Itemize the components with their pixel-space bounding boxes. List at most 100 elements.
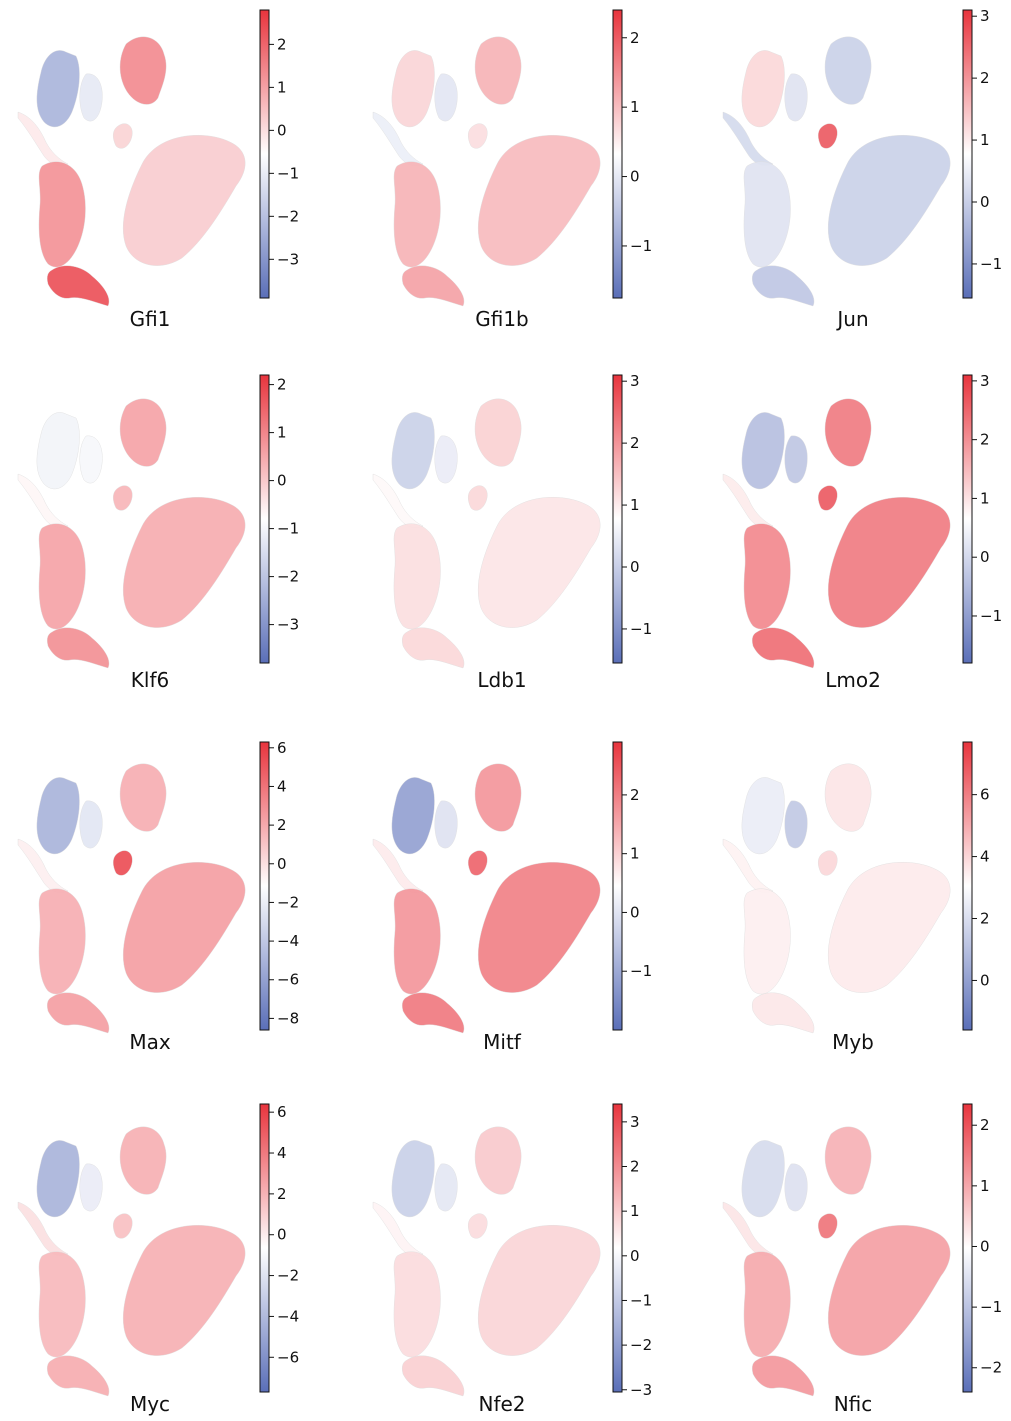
- colorbar-tick-label: −1: [630, 237, 652, 255]
- colorbar-tick-label: 2: [630, 1158, 640, 1176]
- colorbar-tick-label: 1: [630, 845, 640, 863]
- cluster-point-7: [38, 1251, 86, 1358]
- colorbar: [962, 374, 973, 664]
- colorbar-tick-label: 2: [277, 376, 287, 394]
- colorbar-tick-label: 2: [980, 431, 990, 449]
- cluster-point-4: [434, 1163, 458, 1212]
- umap-scatter: [17, 36, 246, 307]
- cluster-point-1: [741, 776, 785, 855]
- colorbar-tick-label: −1: [630, 962, 652, 980]
- panel-jun: 3 2 1 0 −1 Jun: [722, 7, 1002, 331]
- panel-myc: 6 4 2 0 −2 −4 −6 Myc: [17, 1103, 299, 1416]
- colorbar-tick-label: 3: [630, 372, 640, 390]
- umap-scatter: [722, 1126, 951, 1397]
- colorbar-tick-label: −1: [277, 520, 299, 538]
- colorbar-tick-label: 1: [630, 496, 640, 514]
- colorbar-tick-label: 2: [277, 816, 287, 834]
- colorbar: [612, 9, 623, 299]
- cluster-point-6: [122, 134, 246, 267]
- cluster-point-6: [122, 861, 246, 994]
- cluster-point-8: [751, 627, 815, 669]
- cluster-point-1: [391, 49, 435, 128]
- colorbar-tick-label: 4: [277, 777, 287, 795]
- cluster-point-5: [467, 850, 488, 876]
- colorbar-tick-label: 0: [630, 558, 640, 576]
- colorbar-tick-label: 2: [630, 786, 640, 804]
- cluster-point-5: [467, 1213, 488, 1239]
- cluster-point-7: [393, 523, 441, 630]
- cluster-point-4: [784, 435, 808, 484]
- colorbar: [962, 741, 973, 1031]
- panel-title: Myb: [832, 1030, 874, 1054]
- cluster-point-1: [36, 49, 80, 128]
- umap-scatter: [372, 763, 601, 1034]
- colorbar-tick-label: 3: [980, 7, 990, 25]
- cluster-point-1: [741, 49, 785, 128]
- cluster-point-3: [474, 398, 522, 467]
- colorbar: [259, 1103, 270, 1393]
- cluster-point-5: [817, 850, 838, 876]
- colorbar-tick-label: −8: [277, 1009, 299, 1027]
- cluster-point-5: [817, 1213, 838, 1239]
- panel-title: Gfi1: [130, 307, 171, 331]
- umap-scatter: [17, 763, 246, 1034]
- colorbar-tick-label: 0: [980, 548, 990, 566]
- panel-title: Nfe2: [478, 1392, 525, 1416]
- cluster-point-3: [119, 1126, 167, 1195]
- colorbar-tick-label: 0: [980, 193, 990, 211]
- colorbar-tick-label: −2: [277, 1267, 299, 1285]
- umap-scatter: [17, 1126, 246, 1397]
- umap-scatter: [372, 398, 601, 669]
- cluster-point-8: [401, 627, 465, 669]
- cluster-point-8: [401, 992, 465, 1034]
- colorbar-tick-label: 4: [277, 1144, 287, 1162]
- cluster-point-4: [784, 800, 808, 849]
- colorbar-tick-label: 0: [277, 121, 287, 139]
- panel-lmo2: 3 2 1 0 −1 Lmo2: [722, 372, 1002, 692]
- cluster-point-6: [827, 134, 951, 267]
- panel-title: Max: [129, 1030, 171, 1054]
- umap-scatter: [372, 36, 601, 307]
- cluster-point-7: [38, 523, 86, 630]
- cluster-point-4: [79, 73, 103, 122]
- cluster-point-8: [401, 1355, 465, 1397]
- colorbar-tick-label: 2: [980, 69, 990, 87]
- cluster-point-6: [827, 861, 951, 994]
- cluster-point-1: [391, 776, 435, 855]
- cluster-point-3: [119, 763, 167, 832]
- cluster-point-4: [784, 1163, 808, 1212]
- colorbar-tick-label: 3: [980, 372, 990, 390]
- panel-gfi1: 2 1 0 −1 −2 −3 Gfi1: [17, 9, 299, 331]
- cluster-point-3: [824, 763, 872, 832]
- cluster-point-5: [817, 123, 838, 149]
- cluster-point-7: [393, 888, 441, 995]
- cluster-point-3: [824, 398, 872, 467]
- panel-ldb1: 3 2 1 0 −1 Ldb1: [372, 372, 652, 692]
- cluster-point-4: [434, 435, 458, 484]
- cluster-point-8: [46, 1355, 110, 1397]
- cluster-point-6: [477, 496, 601, 629]
- colorbar-tick-label: −1: [277, 164, 299, 182]
- umap-scatter: [722, 398, 951, 669]
- cluster-point-7: [393, 1251, 441, 1358]
- cluster-point-6: [477, 1224, 601, 1357]
- cluster-point-1: [741, 1139, 785, 1218]
- colorbar: [962, 1103, 973, 1393]
- cluster-point-8: [751, 265, 815, 307]
- cluster-point-7: [393, 161, 441, 268]
- colorbar-tick-label: −2: [630, 1336, 652, 1354]
- colorbar: [612, 741, 623, 1031]
- cluster-point-1: [391, 1139, 435, 1218]
- cluster-point-7: [743, 161, 791, 268]
- cluster-point-1: [36, 776, 80, 855]
- cluster-point-6: [477, 134, 601, 267]
- cluster-point-7: [38, 161, 86, 268]
- panel-title: Mitf: [483, 1030, 522, 1054]
- cluster-point-3: [119, 398, 167, 467]
- cluster-point-5: [112, 485, 133, 511]
- cluster-point-3: [474, 36, 522, 105]
- cluster-point-6: [827, 1224, 951, 1357]
- colorbar-tick-label: 0: [277, 472, 287, 490]
- cluster-point-8: [46, 265, 110, 307]
